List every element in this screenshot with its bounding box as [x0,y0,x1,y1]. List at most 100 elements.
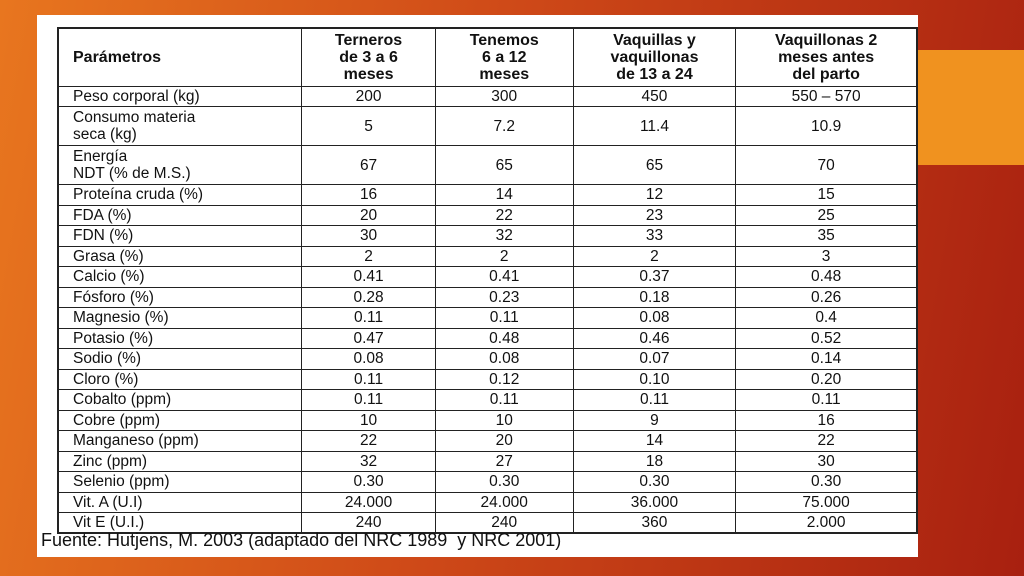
cell-line: Sodio (%) [73,350,142,368]
cell-line: Vaquillas y [613,31,696,49]
table-body: Peso corporal (kg) 200 300 450 550 – 570 Cons… [57,85,918,534]
table-cell: 20 [434,430,574,452]
table-cell: 22 [301,430,436,452]
table-cell: Manganeso (ppm) [57,430,303,452]
cell-line: Fósforo (%) [73,288,154,306]
cell-text: 450 [641,87,668,105]
cell-line: Calcio (%) [73,268,145,286]
cell-text: 10 [495,411,513,429]
table-cell: 24.000 [434,491,574,513]
cell-text: 24.000 [344,493,393,511]
cell-line: Cobre (ppm) [73,411,160,429]
cell-line: meses [479,65,530,83]
cell-line: Vit E (U.I.) [73,514,145,531]
table-cell: 0.10 [572,368,737,390]
table-cell: 14 [434,184,574,206]
cell-text: 0.46 [639,329,670,347]
table-cell: 0.18 [572,286,737,308]
cell-text: 33 [645,227,664,245]
table-cell: Grasa (%) [57,245,303,267]
cell-line: meses [343,65,394,83]
table-cell: 0.07 [572,348,737,370]
cell-text: 0.48 [811,268,842,286]
cell-text: 0.52 [811,329,842,347]
cell-line: Parámetros [73,48,162,66]
table-cell: 20 [301,204,436,226]
cell-line: Potasio (%) [73,329,154,347]
table-cell: 0.11 [572,389,737,411]
table-row: Proteína cruda (%) 16 14 12 15 [57,184,918,206]
table-cell: 12 [572,184,737,206]
cell-line: Vaquillonas 2 [774,31,878,49]
cell-text: 0.18 [639,288,670,306]
cell-text: 0.30 [639,473,670,491]
cell-text: 65 [495,156,513,174]
table-row: Grasa (%) 2 2 2 3 [57,245,918,267]
table-row: Manganeso (ppm) 22 20 14 22 [57,430,918,452]
cell-line: de 13 a 24 [616,65,693,83]
cell-text: 12 [645,186,664,204]
table-cell: Peso corporal (kg) [57,85,303,107]
table-cell: Vit. A (U.I) [57,491,303,513]
cell-line: Magnesio (%) [73,309,169,327]
cell-text: 36.000 [630,493,679,511]
table-cell: FDN (%) [57,225,303,247]
table-cell: 23 [572,204,737,226]
cell-text: 20 [359,206,378,224]
cell-text: 14 [645,432,664,450]
table-cell: Cloro (%) [57,368,303,390]
table-cell: Zinc (ppm) [57,450,303,472]
table-cell: 0.14 [735,348,918,370]
table-row: Potasio (%) 0.47 0.48 0.46 0.52 [57,327,918,349]
table-cell: 0.20 [735,368,918,390]
header-cell: Vaquillonas 2 meses antes del parto [735,27,918,87]
table-row: Cloro (%) 0.11 0.12 0.10 0.20 [57,368,918,390]
table-cell: Magnesio (%) [57,307,303,329]
cell-text: 2 [650,247,659,265]
cell-text: 16 [359,186,378,204]
table-cell: Fósforo (%) [57,286,303,308]
cell-text: 0.11 [811,391,841,409]
table-cell: 360 [572,512,737,534]
cell-text: 550 – 570 [791,87,861,105]
cell-line: 6 a 12 [481,48,527,66]
cell-line: Cobalto (ppm) [73,391,172,409]
cell-text: 0.10 [639,370,670,388]
table-cell: 25 [735,204,918,226]
table-cell: Vit E (U.I.) [57,512,303,534]
table-cell: 14 [572,430,737,452]
cell-text: 0.30 [811,473,842,491]
cell-line: Proteína cruda (%) [73,186,204,204]
cell-line: Consumo materia [73,109,196,126]
table-cell: 0.12 [434,368,574,390]
cell-line: de 3 a 6 [339,48,398,66]
cell-line: Cloro (%) [73,370,139,388]
table-cell: Cobalto (ppm) [57,389,303,411]
table-cell: 0.30 [434,471,574,493]
table-cell: 300 [434,85,574,107]
cell-text: 300 [491,87,518,105]
table-cell: 0.30 [301,471,436,493]
cell-text: 360 [641,514,668,531]
header-cell: Tenemos 6 a 12 meses [434,27,574,87]
table-cell: 0.30 [572,471,737,493]
table-cell: 75.000 [735,491,918,513]
cell-text: 30 [817,452,835,470]
cell-text: 5 [364,117,373,135]
cell-text: 32 [495,227,513,245]
accent-block [918,50,1024,165]
cell-text: 200 [355,87,382,105]
cell-line: NDT (% de M.S.) [73,165,191,182]
table-cell: 240 [434,512,574,534]
cell-text: 24.000 [480,493,528,511]
table-cell: 0.47 [301,327,436,349]
cell-text: 0.12 [489,370,520,388]
cell-text: 0.11 [354,391,384,409]
table-cell: 9 [572,409,737,431]
table-cell: 0.26 [735,286,918,308]
table-row: Consumo materia seca (kg) 5 7.2 11.4 10.9 [57,106,918,146]
table-cell: 70 [735,145,918,185]
table-row: Magnesio (%) 0.11 0.11 0.08 0.4 [57,307,918,329]
table-row: Sodio (%) 0.08 0.08 0.07 0.14 [57,348,918,370]
cell-text: 11.4 [639,117,669,135]
